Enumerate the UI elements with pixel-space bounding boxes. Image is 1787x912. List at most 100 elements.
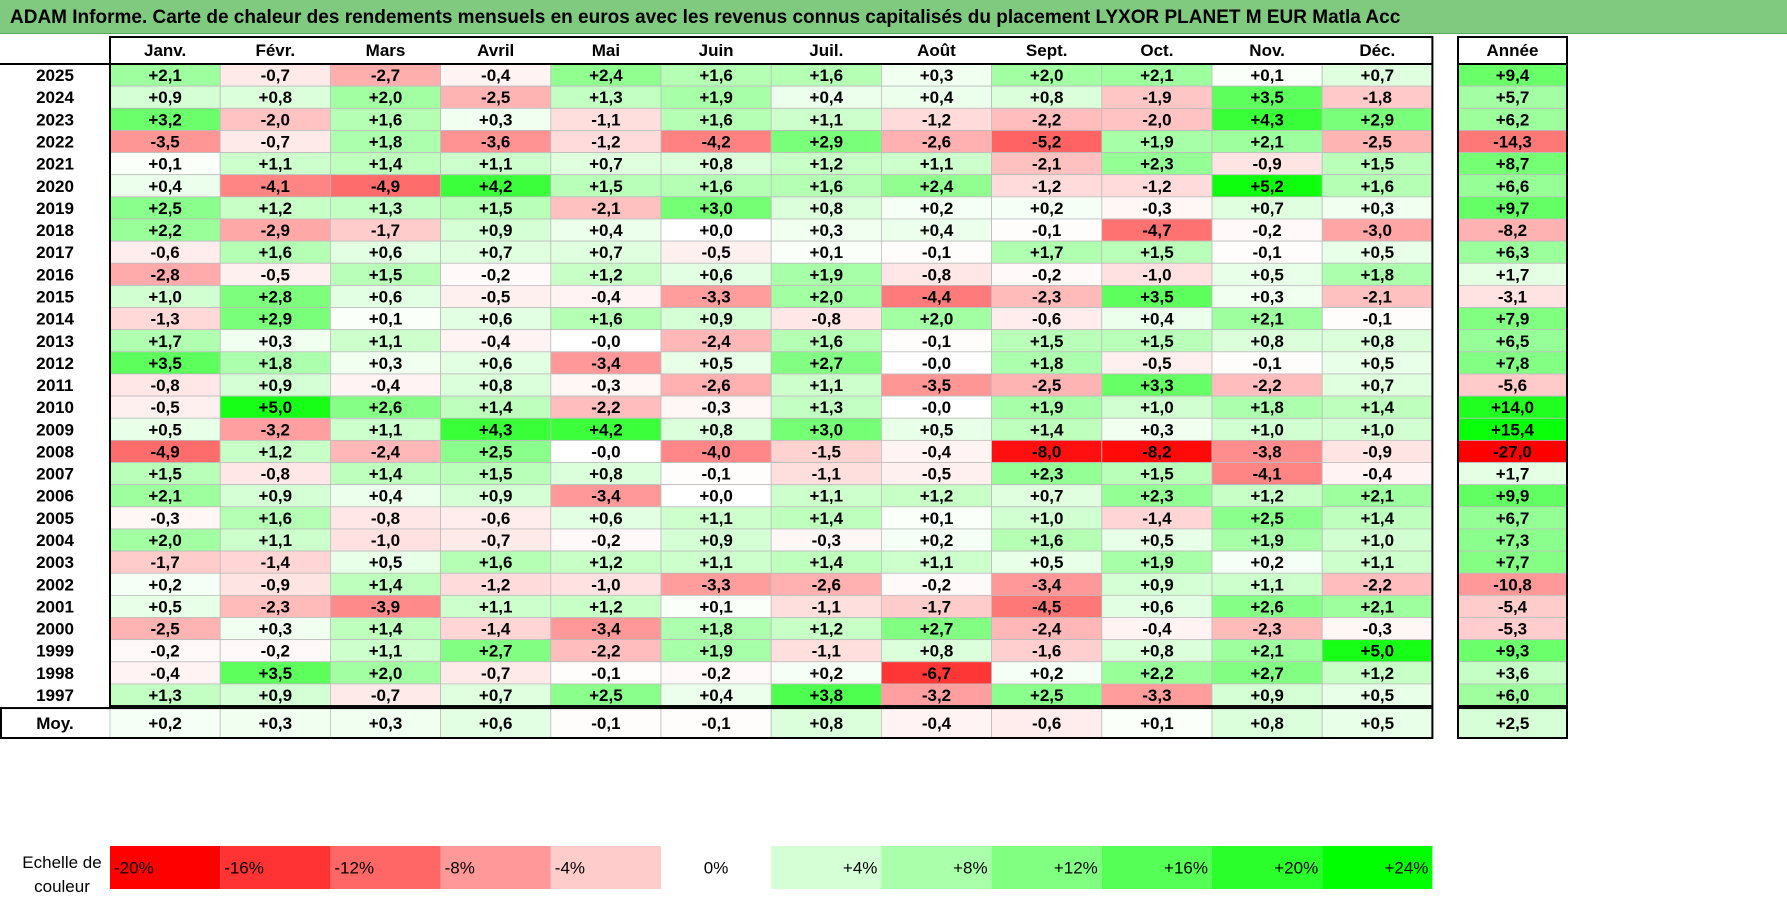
cell-value: -2,3	[1032, 287, 1061, 306]
average-cell	[109, 707, 221, 739]
cell-value: +0,5	[148, 420, 182, 439]
annual-value: -8,2	[1498, 221, 1527, 240]
cell-value: +1,5	[1361, 155, 1395, 174]
cell-value: -1,2	[1142, 177, 1171, 196]
annual-value: -5,3	[1498, 620, 1527, 639]
cell-value: +0,3	[810, 221, 844, 240]
cell-value: +0,4	[920, 221, 954, 240]
cell-value: -0,1	[1032, 221, 1061, 240]
cell-value: +0,1	[699, 597, 733, 616]
average-value: -0,4	[922, 714, 952, 733]
cell-value: +0,6	[479, 354, 513, 373]
cell-value: -1,4	[261, 553, 291, 572]
cell-value: +0,7	[1361, 66, 1395, 85]
cell-value: -2,5	[150, 620, 179, 639]
cell-value: +0,6	[369, 243, 403, 262]
cell-value: -0,1	[1252, 243, 1281, 262]
cell-value: +2,7	[479, 642, 513, 661]
cell-value: -2,8	[150, 265, 179, 284]
cell-value: +0,2	[148, 575, 182, 594]
cell-value: -0,6	[150, 243, 179, 262]
scale-swatch	[330, 846, 441, 889]
year-label: 2015	[36, 287, 74, 306]
cell-value: +1,2	[810, 155, 844, 174]
cell-value: +0,0	[699, 221, 733, 240]
cell-value: -4,1	[1252, 465, 1281, 484]
average-value: -0,6	[1032, 714, 1061, 733]
cell-value: +5,0	[259, 398, 293, 417]
year-label: 2014	[36, 310, 74, 329]
annual-value: +6,0	[1496, 686, 1530, 705]
scale-swatch	[110, 846, 221, 889]
cell-value: -0,4	[1142, 620, 1172, 639]
cell-value: -3,4	[1032, 575, 1062, 594]
cell-value: +3,8	[810, 686, 844, 705]
cell-value: +0,1	[920, 509, 954, 528]
cell-value: +1,3	[148, 686, 182, 705]
cell-value: -0,1	[922, 332, 951, 351]
cell-value: +0,4	[589, 221, 623, 240]
cell-value: -0,9	[1363, 442, 1392, 461]
cell-value: +1,4	[369, 155, 403, 174]
cell-value: +1,4	[1361, 398, 1395, 417]
annual-value: +6,5	[1496, 332, 1530, 351]
cell-value: +3,0	[810, 420, 844, 439]
cell-value: +1,5	[1140, 243, 1174, 262]
cell-value: +1,2	[1361, 664, 1395, 683]
cell-value: -0,0	[922, 354, 951, 373]
cell-value: +1,7	[148, 332, 182, 351]
cell-value: +0,8	[699, 155, 733, 174]
average-value: +0,2	[148, 714, 182, 733]
year-label: 2011	[37, 376, 74, 395]
cell-value: -3,6	[481, 132, 510, 151]
cell-value: -1,4	[481, 620, 511, 639]
cell-value: +1,1	[479, 155, 513, 174]
cell-value: -4,2	[701, 132, 730, 151]
cell-value: -1,1	[812, 642, 841, 661]
cell-value: +0,7	[479, 243, 513, 262]
average-cell	[440, 707, 552, 739]
year-label: 1999	[36, 642, 74, 661]
annual-value: +7,7	[1496, 553, 1530, 572]
cell-value: +3,5	[148, 354, 182, 373]
average-value: +0,6	[479, 714, 513, 733]
cell-value: -2,0	[1142, 110, 1171, 129]
cell-value: +0,2	[920, 199, 954, 218]
year-label: 2002	[36, 575, 74, 594]
cell-value: -1,1	[812, 465, 841, 484]
cell-value: +1,5	[1140, 465, 1174, 484]
annual-value: +7,8	[1496, 354, 1530, 373]
cell-value: +1,5	[589, 177, 623, 196]
main-grid-border	[109, 36, 1434, 708]
cell-value: -0,4	[150, 664, 180, 683]
scale-swatch	[661, 846, 772, 889]
cell-value: +0,9	[1140, 575, 1174, 594]
cell-value: -4,9	[150, 442, 179, 461]
cell-value: -4,0	[701, 442, 730, 461]
annual-value: -3,1	[1498, 287, 1527, 306]
cell-value: +1,1	[259, 531, 293, 550]
average-cell	[329, 707, 441, 739]
cell-value: +2,0	[1030, 66, 1064, 85]
month-header: Janv.	[144, 41, 186, 60]
cell-value: +0,8	[920, 642, 954, 661]
cell-value: +1,2	[1250, 487, 1284, 506]
scale-label-2: couleur	[34, 877, 90, 896]
cell-value: -0,4	[371, 376, 401, 395]
cell-value: -1,5	[812, 442, 841, 461]
cell-value: -0,8	[150, 376, 179, 395]
cell-value: +0,3	[259, 620, 293, 639]
cell-value: +3,5	[1140, 287, 1174, 306]
average-row-border	[0, 707, 1434, 739]
cell-value: +0,6	[589, 509, 623, 528]
annual-grid-border	[1457, 36, 1568, 708]
cell-value: -3,9	[371, 597, 400, 616]
scale-tick: +4%	[843, 859, 878, 878]
cell-value: +1,4	[369, 620, 403, 639]
cell-value: -2,4	[371, 442, 401, 461]
chart-title: ADAM Informe. Carte de chaleur des rende…	[10, 7, 1401, 28]
cell-value: -0,0	[922, 398, 951, 417]
cell-value: +0,5	[920, 420, 954, 439]
cell-value: +2,7	[920, 620, 954, 639]
cell-value: +0,9	[699, 310, 733, 329]
